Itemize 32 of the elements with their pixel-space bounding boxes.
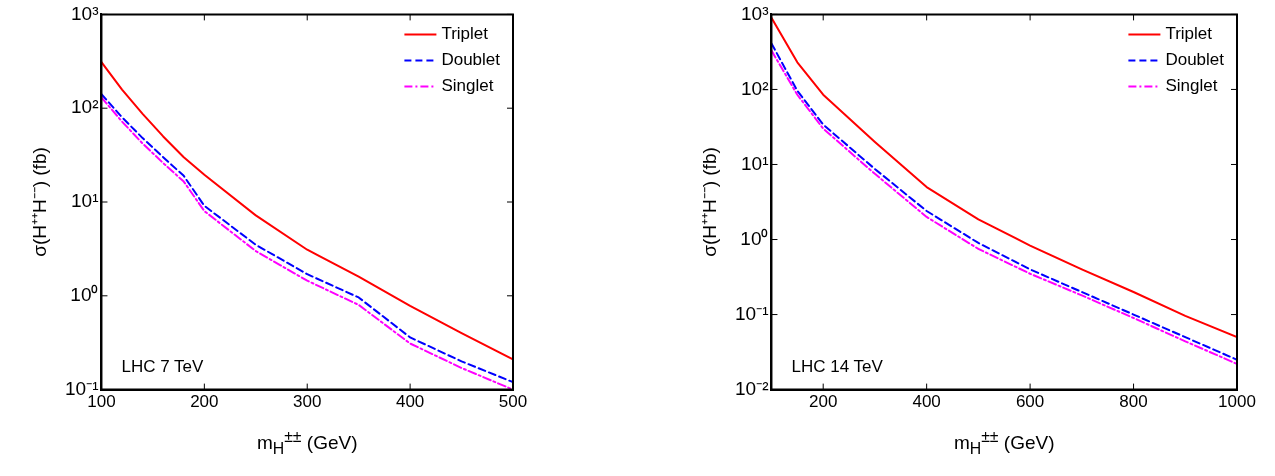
x-tick-label: 300 xyxy=(293,392,322,412)
legend-label: Singlet xyxy=(1165,76,1218,96)
legend-label: Triplet xyxy=(1165,24,1213,44)
y-tick-label: 10¹ xyxy=(740,152,769,174)
x-axis-title: m$_{H}$$^{±±}$ (GeV) xyxy=(953,427,1055,458)
y-tick-label: 10² xyxy=(740,77,769,99)
x-tick-label: 800 xyxy=(1119,392,1148,412)
x-tick-label: 500 xyxy=(498,392,528,412)
x-tick-label: 1000 xyxy=(1218,392,1256,412)
x-axis-title: m$_{H}$$^{±±}$ (GeV) xyxy=(256,427,358,458)
annotation: LHC 7 TeV xyxy=(121,356,205,376)
x-tick-label: 200 xyxy=(190,392,219,412)
legend-label: Doublet xyxy=(1165,50,1225,70)
legend-label: Triplet xyxy=(441,24,489,44)
x-tick-label: 100 xyxy=(87,392,116,412)
y-axis-title: σ(H⁺⁺H⁻⁻) (fb) xyxy=(698,147,722,257)
x-tick-label: 400 xyxy=(395,392,425,412)
legend-label: Singlet xyxy=(441,76,494,96)
x-tick-label: 200 xyxy=(809,392,838,412)
y-tick-label: 10³ xyxy=(70,2,99,24)
y-tick-label: 10⁰ xyxy=(70,284,99,306)
legend-label: Doublet xyxy=(441,50,501,70)
y-tick-label: 10⁻² xyxy=(734,377,769,399)
y-axis-title: σ(H⁺⁺H⁻⁻) (fb) xyxy=(28,147,52,257)
y-tick-label: 10³ xyxy=(740,2,769,24)
y-tick-label: 10⁻¹ xyxy=(734,302,769,324)
y-tick-label: 10² xyxy=(70,96,99,118)
x-tick-label: 400 xyxy=(912,392,941,412)
y-tick-label: 10⁰ xyxy=(740,227,769,249)
x-tick-label: 600 xyxy=(1015,392,1045,412)
annotation: LHC 14 TeV xyxy=(791,356,884,376)
y-tick-label: 10¹ xyxy=(70,190,99,212)
